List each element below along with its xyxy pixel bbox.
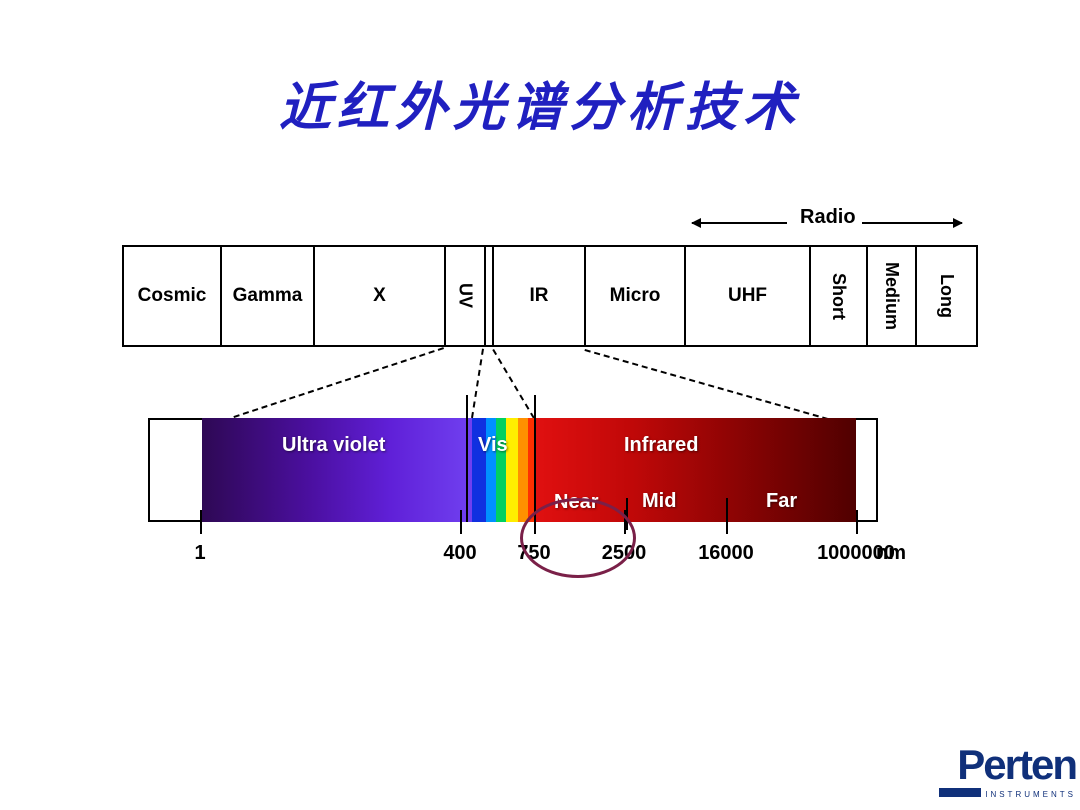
scale-label-400: 400 [443,542,476,565]
radio-arrow-right [862,222,962,224]
em-band-Gamma: Gamma [222,247,315,345]
spectrum-label-ultra-violet: Ultra violet [282,434,385,457]
em-spectrum-table: CosmicGammaXUVIRMicroUHFShortMediumLong [122,245,978,347]
logo-subtext: INSTRUMENTS [985,790,1076,799]
page-title: 近红外光谱分析技术 [0,65,1080,140]
spectrum-label-far: Far [766,490,797,513]
perten-logo: Perten INSTRUMENTS [939,746,1076,802]
spectrum-label-vis: Vis [478,434,508,457]
em-band-Cosmic: Cosmic [124,247,222,345]
em-band-Short: Short [811,247,868,345]
em-band-UV: UV [446,247,486,345]
scale-tick [466,395,468,522]
logo-text: Perten [939,746,1076,784]
em-band-UHF: UHF [686,247,811,345]
radio-label: Radio [800,206,856,229]
scale-tick [534,395,536,522]
spectrum-segment [518,418,528,522]
em-band-Long: Long [917,247,976,345]
unit-label: nm [876,542,906,565]
projection-line [492,349,535,419]
highlight-circle [520,498,636,578]
scale-tick [856,510,858,534]
em-band-Medium: Medium [868,247,917,345]
scale-label-1: 1 [194,542,205,565]
em-band-Micro: Micro [586,247,686,345]
radio-arrow-left [692,222,787,224]
scale-label-16000: 16000 [698,542,754,565]
projection-line [584,349,828,420]
scale-tick [726,510,728,534]
projection-line [233,347,444,418]
projection-line [471,349,484,418]
em-band-visible [486,247,494,345]
spectrum-label-mid: Mid [642,490,676,513]
scale-tick [460,510,462,534]
em-band-IR: IR [494,247,586,345]
em-band-X: X [315,247,446,345]
logo-box-icon [939,788,981,797]
scale-tick [200,510,202,534]
spectrum-label-infrared: Infrared [624,434,698,457]
